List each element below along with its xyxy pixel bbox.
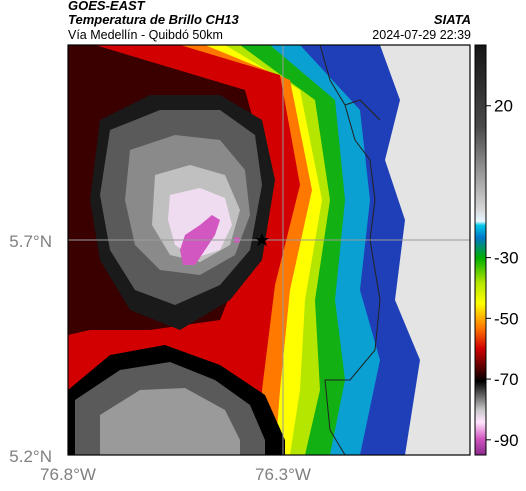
organization-label: SIATA — [433, 12, 471, 27]
colorbar-tick-label: 20 — [494, 97, 513, 116]
lon-tick-label: 76.8°W — [40, 465, 96, 484]
datetime-label: 2024-07-29 22:39 — [372, 28, 471, 42]
lat-tick-label: 5.2°N — [9, 447, 52, 466]
lat-tick-label: 5.7°N — [9, 232, 52, 251]
colorbar: 20 -30 -50 -70 -90 — [474, 44, 519, 456]
colorbar-scale — [474, 44, 487, 456]
region-subtitle: Vía Medellín - Quibdó 50km — [68, 28, 223, 42]
lon-tick-label: 76.3°W — [255, 465, 311, 484]
colorbar-tick-label: -90 — [494, 431, 519, 450]
map-frame — [67, 44, 471, 456]
satellite-title: GOES-EAST — [68, 0, 145, 13]
colorbar-tick-label: -50 — [494, 309, 519, 328]
cloud-field — [68, 45, 470, 455]
colorbar-tick-label: -70 — [494, 370, 519, 389]
star-icon — [255, 233, 269, 246]
product-title: Temperatura de Brillo CH13 — [68, 12, 239, 27]
colorbar-tick-label: -30 — [494, 249, 519, 268]
